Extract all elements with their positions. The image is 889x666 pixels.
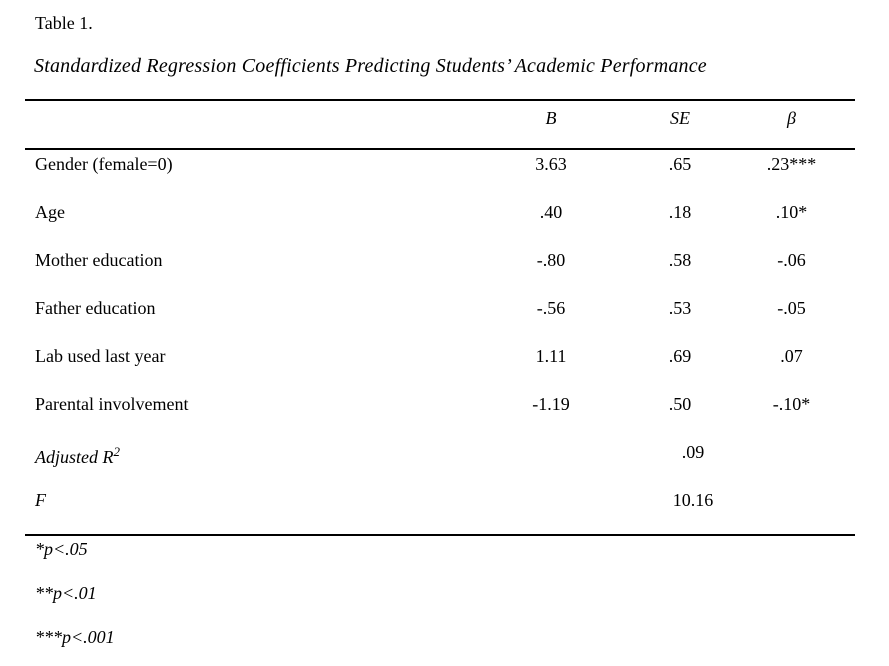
note-p-01: **p<.01	[35, 583, 97, 603]
cell-beta: -.06	[777, 250, 806, 270]
table-row: Age .40 .18 .10*	[25, 198, 855, 246]
table-row-adjusted-r2: Adjusted R2 .09	[25, 438, 855, 486]
table-row: Gender (female=0) 3.63 .65 .23***	[25, 150, 855, 198]
header-se: SE	[670, 108, 690, 128]
table-row-f-statistic: F 10.16	[25, 486, 855, 534]
cell-beta: .07	[780, 346, 803, 366]
cell-f-value: 10.16	[672, 490, 714, 510]
table-row: Father education -.56 .53 -.05	[25, 294, 855, 342]
table-header-row: B SE β	[25, 101, 855, 150]
cell-beta: -.10*	[772, 394, 811, 414]
table-body: Gender (female=0) 3.63 .65 .23*** Age .4…	[25, 150, 855, 536]
row-label: Age	[35, 202, 65, 222]
row-label-adjusted-r2: Adjusted R2	[25, 438, 470, 486]
regression-table: B SE β Gender (female=0) 3.63 .65 .23***…	[25, 99, 855, 536]
note-p-05: *p<.05	[35, 539, 88, 559]
cell-beta-empty	[728, 438, 855, 486]
table-notes: *p<.05 **p<.01 ***p<.001	[35, 539, 115, 666]
table-subtitle: Standardized Regression Coefficients Pre…	[34, 55, 707, 77]
table-row: Lab used last year 1.11 .69 .07	[25, 342, 855, 390]
row-label: Lab used last year	[35, 346, 166, 366]
table-row: Mother education -.80 .58 -.06	[25, 246, 855, 294]
cell-se: .18	[668, 202, 692, 222]
superscript-2: 2	[113, 444, 121, 459]
row-label: Father education	[35, 298, 156, 318]
note-p-001: ***p<.001	[35, 627, 115, 647]
row-label-f: F	[35, 490, 46, 510]
cell-se: .50	[668, 394, 692, 414]
header-b: B	[545, 108, 557, 128]
cell-beta: -.05	[777, 298, 806, 318]
cell-b: 3.63	[535, 154, 567, 174]
table-row: Parental involvement -1.19 .50 -.10*	[25, 390, 855, 438]
cell-se: .58	[668, 250, 692, 270]
cell-adjusted-r2-value: .09	[681, 442, 705, 462]
cell-b-empty	[470, 438, 632, 486]
cell-se: .53	[668, 298, 692, 318]
row-label: Gender (female=0)	[35, 154, 173, 174]
cell-b: -1.19	[532, 394, 570, 414]
cell-se: .69	[668, 346, 692, 366]
cell-b-empty	[470, 486, 632, 534]
row-label: Parental involvement	[35, 394, 189, 414]
cell-beta-empty	[728, 486, 855, 534]
cell-beta: .23***	[766, 154, 817, 174]
cell-beta: .10*	[775, 202, 808, 222]
header-empty-cell	[25, 101, 470, 148]
cell-b: -.56	[536, 298, 566, 318]
table-caption: Table 1.	[35, 13, 93, 33]
cell-b: .40	[539, 202, 563, 222]
row-label: Mother education	[35, 250, 163, 270]
cell-se: .65	[668, 154, 692, 174]
adjusted-r-text: Adjusted R	[35, 447, 114, 467]
cell-b: -.80	[536, 250, 566, 270]
cell-b: 1.11	[535, 346, 567, 366]
header-beta: β	[787, 108, 796, 128]
